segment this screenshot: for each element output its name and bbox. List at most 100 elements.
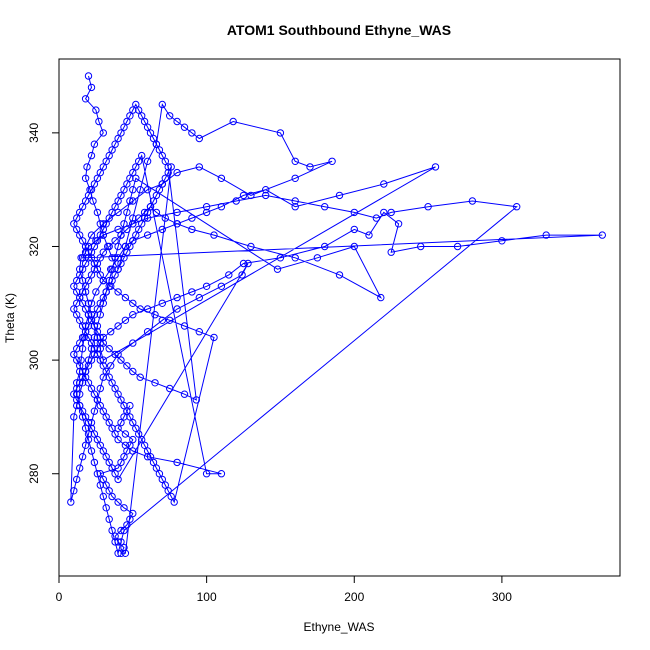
data-point: [140, 441, 149, 449]
data-point: [291, 157, 299, 166]
data-point: [93, 174, 102, 183]
data-point: [129, 168, 137, 177]
data-point: [140, 208, 149, 217]
chart-title: ATOM1 Southbound Ethyne_WAS: [227, 22, 451, 38]
data-point: [114, 197, 122, 205]
data-point: [96, 441, 105, 449]
data-point: [93, 237, 102, 245]
data-point: [166, 384, 174, 393]
data-point: [81, 424, 90, 432]
data-point: [93, 265, 102, 273]
data-point: [105, 418, 113, 427]
data-point: [102, 504, 110, 512]
data-point: [73, 379, 81, 387]
data-point: [173, 208, 181, 217]
data-point: [114, 498, 122, 506]
data-point: [126, 174, 134, 183]
data-point: [81, 441, 90, 449]
data-point: [239, 191, 248, 200]
data-point: [372, 214, 381, 222]
data-point: [90, 242, 99, 251]
data-point: [99, 129, 108, 137]
data-point: [76, 265, 84, 273]
data-point: [111, 538, 119, 546]
data-point: [90, 458, 99, 467]
data-point: [114, 322, 122, 330]
data-point: [143, 231, 152, 239]
data-point: [123, 447, 131, 455]
data-point: [291, 174, 299, 183]
data-point: [78, 373, 87, 381]
data-point: [93, 396, 102, 404]
data-point: [120, 526, 128, 535]
data-point: [387, 248, 395, 256]
data-point: [111, 532, 119, 540]
data-point: [229, 117, 237, 126]
data-point: [114, 242, 122, 251]
data-point: [129, 339, 137, 347]
data-point: [84, 430, 93, 438]
data-point: [76, 293, 84, 302]
data-point: [321, 242, 329, 251]
data-point: [99, 447, 108, 455]
data-point: [335, 271, 344, 279]
data-point: [84, 276, 93, 285]
data-point: [132, 231, 140, 239]
data-point: [129, 186, 137, 194]
data-point: [105, 345, 113, 353]
data-point: [93, 305, 102, 313]
data-point: [73, 225, 81, 234]
data-point: [78, 453, 87, 461]
data-point: [328, 157, 336, 166]
data-point: [83, 163, 91, 171]
data-point: [158, 475, 167, 484]
data-point: [114, 265, 122, 273]
data-point: [81, 322, 90, 330]
data-point: [76, 362, 84, 370]
data-point: [76, 379, 84, 387]
data-point: [135, 225, 143, 234]
x-tick-label: 200: [344, 590, 364, 604]
data-point: [542, 231, 550, 239]
data-point: [146, 129, 155, 137]
data-point: [117, 549, 125, 557]
data-point: [335, 191, 344, 200]
data-point: [143, 214, 152, 222]
data-point: [117, 259, 125, 268]
data-point: [195, 328, 204, 336]
data-point: [114, 435, 122, 444]
data-point: [111, 430, 119, 438]
data-point: [129, 106, 137, 114]
data-point: [114, 350, 122, 359]
data-point: [76, 390, 84, 398]
data-point: [129, 509, 137, 518]
data-point: [93, 333, 102, 342]
data-point: [291, 203, 299, 211]
data-point: [146, 203, 155, 211]
data-point: [180, 390, 189, 398]
data-point: [105, 214, 113, 222]
data-point: [138, 151, 146, 160]
data-point: [173, 220, 181, 228]
data-point: [73, 311, 81, 319]
data-point: [67, 498, 75, 506]
data-point: [114, 134, 122, 143]
data-point: [105, 458, 113, 467]
data-point: [155, 146, 164, 154]
data-point: [123, 362, 131, 370]
y-tick-label: 300: [27, 350, 41, 370]
data-point: [132, 424, 140, 432]
data-point: [108, 526, 116, 535]
data-point: [111, 271, 119, 279]
data-point: [123, 117, 131, 126]
data-point: [87, 316, 96, 324]
data-point: [123, 225, 131, 234]
data-point: [152, 140, 161, 148]
data-point: [417, 242, 425, 251]
data-point: [87, 83, 96, 92]
data-point: [161, 214, 170, 222]
y-axis-label: Theta (K): [3, 293, 17, 343]
data-point: [111, 470, 119, 478]
data-point: [73, 384, 81, 393]
x-tick-label: 300: [492, 590, 512, 604]
